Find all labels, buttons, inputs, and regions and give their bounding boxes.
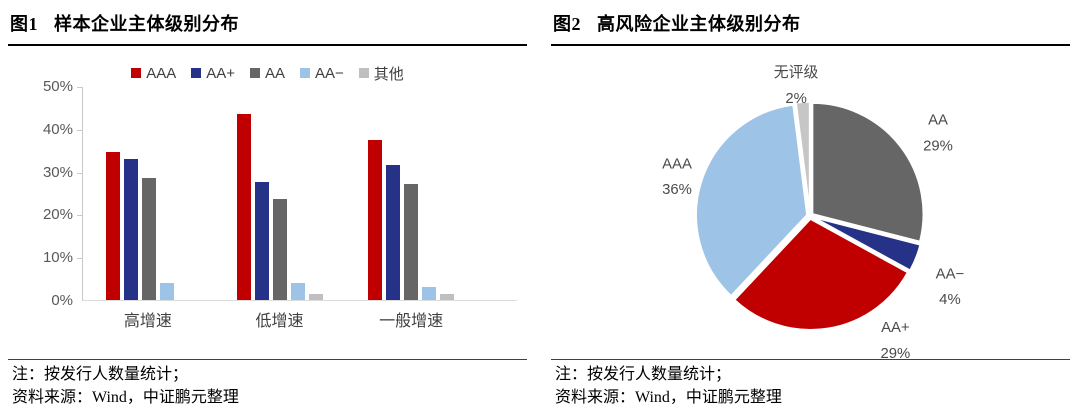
pie-label-pct-AA: 29% [923, 138, 953, 154]
bar-一般增速-AA [404, 184, 419, 300]
figure-1-notes: 注：按发行人数量统计； 资料来源：Wind，中证鹏元整理 [8, 360, 527, 409]
legend-marker-icon [131, 68, 142, 78]
figure-2-title-rule [551, 44, 1070, 46]
y-axis-tick [77, 87, 82, 88]
bar-chart-legend: AAA AA+ AA AA− 其他 [8, 46, 527, 83]
y-axis-tick-label: 10% [42, 249, 73, 267]
pie-slice-AA− [811, 215, 922, 272]
bar-chart-x-axis: 高增速 低增速 一般增速 [82, 301, 517, 331]
y-axis-tick [77, 258, 82, 260]
bar-group-一般增速 [346, 87, 477, 300]
y-axis-tick-label: 30% [42, 163, 73, 181]
bar-chart: AAA AA+ AA AA− 其他 0% 10% 20% 30% 40% 50% 高增速 低增速 一般… [8, 46, 527, 359]
legend-label: 其他 [373, 65, 404, 83]
legend-label: AA− [315, 64, 344, 82]
figure-2-note-line: 注：按发行人数量统计； [555, 366, 732, 383]
pie-slice-AAA [695, 103, 809, 297]
figure-2-source-line: 资料来源：Wind，中证鹏元整理 [555, 388, 782, 406]
legend-label: AA+ [206, 64, 235, 82]
y-axis-tick [77, 129, 82, 131]
y-axis-tick [77, 172, 82, 174]
bar-一般增速-AAA [368, 139, 383, 300]
figure-2-title: 图2 高风险企业主体级别分布 [551, 4, 1070, 44]
bar-高增速-AA− [159, 282, 174, 300]
pie-chart: AA 29% AA− 4% AA+ 29% AAA 36% 无评级 2% [551, 46, 1070, 359]
figure-1-title-rule [8, 44, 527, 46]
pie-chart-canvas: AA 29% AA− 4% AA+ 29% AAA 36% 无评级 2% [662, 64, 965, 359]
legend-item-其他: 其他 [358, 63, 404, 84]
pie-slice-AA [811, 101, 925, 243]
x-axis-label-高增速: 高增速 [123, 313, 172, 330]
legend-label: AAA [146, 64, 177, 82]
legend-marker-icon [249, 68, 260, 78]
legend-marker-icon [191, 68, 202, 78]
pie-slice-无评级 [794, 100, 811, 214]
bar-低增速-AAA [236, 113, 251, 300]
figure-1-panel: 图1 样本企业主体级别分布 AAA AA+ AA AA− 其他 0% 10% 20% 30% 40… [8, 4, 527, 409]
legend-item-AA−: AA− [300, 65, 344, 82]
y-axis-tick-label: 0% [51, 292, 73, 309]
figure-2-title-text: 高风险企业主体级别分布 [597, 14, 801, 34]
figure-2-bottom-rule [551, 359, 1070, 360]
legend-marker-icon [300, 68, 310, 78]
figure-1-title: 图1 样本企业主体级别分布 [8, 4, 527, 44]
bar-一般增速-其他 [440, 293, 455, 300]
pie-label-pct-AA−: 4% [939, 292, 961, 308]
bar-chart-bars [83, 87, 517, 300]
bar-一般增速-AA− [422, 287, 437, 300]
figure-1-note-line: 注：按发行人数量统计； [12, 366, 189, 383]
pie-label-name-AA−: AA− [936, 266, 965, 282]
figure-2-number: 图2 [553, 14, 581, 34]
bar-低增速-AA [272, 199, 287, 300]
bar-group-低增速 [214, 87, 345, 300]
bar-高增速-AAA [105, 152, 120, 300]
x-axis-label-低增速: 低增速 [255, 313, 304, 330]
pie-label-pct-无评级: 2% [785, 91, 807, 107]
legend-item-AAA: AAA [131, 65, 176, 82]
bar-高增速-AA [141, 178, 156, 300]
y-axis-tick-label: 50% [42, 78, 73, 95]
pie-slice-AA+ [733, 217, 909, 331]
x-axis-label-一般增速: 一般增速 [379, 313, 444, 330]
bar-低增速-其他 [308, 293, 323, 300]
pie-label-pct-AAA: 36% [662, 182, 692, 198]
bar-高增速-AA+ [123, 158, 138, 300]
pie-label-name-无评级: 无评级 [774, 64, 819, 81]
legend-marker-icon [358, 68, 369, 78]
pie-label-pct-AA+: 29% [880, 346, 910, 359]
bar-低增速-AA+ [254, 182, 269, 300]
figure-1-title-text: 样本企业主体级别分布 [54, 14, 239, 34]
pie-label-name-AA: AA [928, 113, 948, 129]
bar-一般增速-AA+ [386, 165, 401, 300]
pie-label-name-AAA: AAA [662, 156, 692, 172]
y-axis-tick [77, 215, 82, 217]
bar-低增速-AA− [290, 282, 305, 300]
bar-chart-plot-area: 0% 10% 20% 30% 40% 50% [43, 79, 517, 309]
legend-item-AA+: AA+ [191, 65, 235, 82]
bar-group-高增速 [83, 87, 214, 300]
y-axis-tick-label: 40% [42, 120, 73, 138]
figure-1-source-line: 资料来源：Wind，中证鹏元整理 [12, 388, 239, 406]
figure-2-notes: 注：按发行人数量统计； 资料来源：Wind，中证鹏元整理 [551, 360, 1070, 409]
figure-1-bottom-rule [8, 359, 527, 360]
figure-1-number: 图1 [10, 14, 38, 34]
pie-label-name-AA+: AA+ [881, 320, 910, 336]
legend-label: AA [264, 64, 285, 82]
legend-item-AA: AA [249, 64, 285, 82]
figure-2-panel: 图2 高风险企业主体级别分布 AA 29% AA− 4% AA+ 29% AAA 36% 无评级 2… [551, 4, 1070, 409]
y-axis-tick-label: 20% [42, 206, 73, 224]
